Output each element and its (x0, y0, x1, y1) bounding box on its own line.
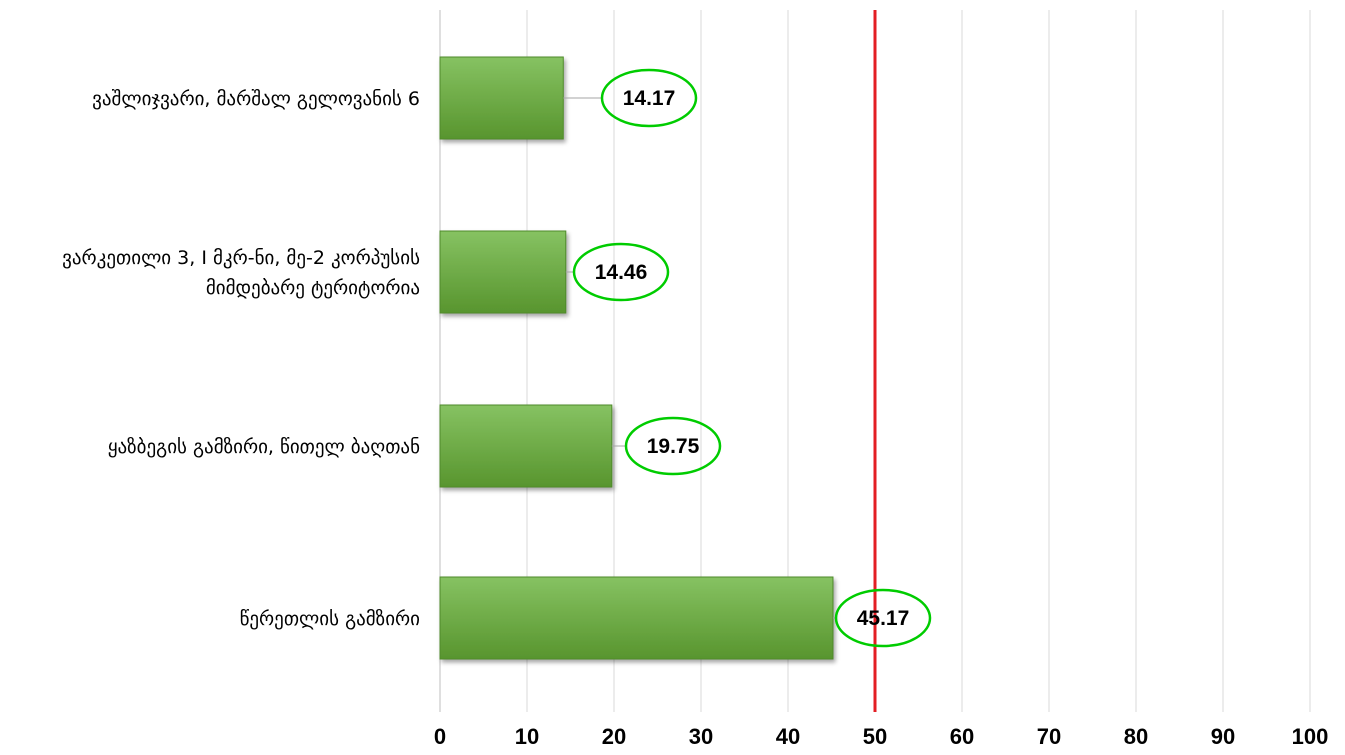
x-tick-label: 70 (1037, 724, 1061, 749)
category-label: წერეთლის გამზირი (240, 608, 420, 630)
label-ellipse (624, 416, 722, 476)
x-tick-label: 10 (515, 724, 539, 749)
x-axis-tick-labels: 0 10 20 30 40 50 60 70 80 90 100 (434, 724, 1328, 749)
x-tick-label: 60 (950, 724, 974, 749)
x-tick-label: 50 (863, 724, 887, 749)
category-label: ვარკეთილი 3, I მკრ-ნი, მე-2 კორპუსის მიმდ… (62, 247, 420, 299)
label-ellipse (834, 588, 932, 648)
label-ellipse (600, 68, 698, 128)
x-tick-label: 20 (602, 724, 626, 749)
data-label-text: 19.75 (647, 435, 700, 458)
data-label-text: 14.17 (623, 87, 676, 110)
x-tick-label: 90 (1211, 724, 1235, 749)
bar (439, 230, 567, 314)
data-label: 14.46 (565, 242, 670, 302)
bar (439, 56, 564, 140)
data-labels: 14.17 14.46 19.75 45.17 (563, 68, 932, 648)
x-tick-label: 30 (689, 724, 713, 749)
category-labels: ვაშლიჯვარი, მარშალ გელოვანის 6 ვარკეთილი … (62, 88, 420, 630)
data-label-text: 14.46 (595, 261, 648, 284)
data-label: 19.75 (611, 416, 722, 476)
bar (439, 404, 613, 488)
x-tick-label: 100 (1292, 724, 1329, 749)
x-tick-label: 40 (776, 724, 800, 749)
data-label-text: 45.17 (857, 607, 910, 630)
data-label: 45.17 (832, 588, 932, 648)
data-label: 14.17 (563, 68, 698, 128)
bar (439, 576, 834, 660)
category-label: ვაშლიჯვარი, მარშალ გელოვანის 6 (92, 88, 420, 110)
bars (439, 56, 834, 660)
label-ellipse (572, 242, 670, 302)
x-tick-label: 80 (1124, 724, 1148, 749)
category-label: ყაზბეგის გამზირი, წითელ ბაღთან (108, 436, 420, 458)
x-tick-label: 0 (434, 724, 446, 749)
